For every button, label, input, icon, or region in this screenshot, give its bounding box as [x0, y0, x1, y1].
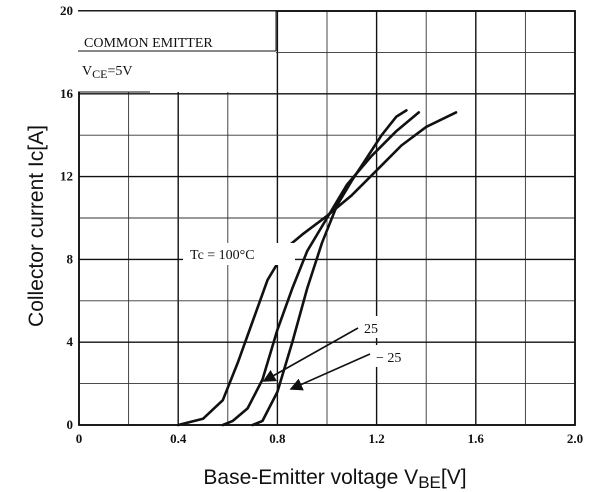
curve-label-25 [221, 111, 421, 427]
label-m25-bg [372, 345, 414, 367]
curves [176, 109, 458, 427]
y-tick-label: 8 [67, 251, 74, 266]
x-tick-label: 0.8 [269, 431, 286, 446]
x-axis-title-unit: [V] [441, 466, 467, 489]
label-100-bg [183, 243, 295, 265]
curve-label-100 [176, 111, 458, 427]
label-25-bg [360, 316, 390, 338]
y-tick-label: 4 [67, 334, 74, 349]
y-tick-label: 16 [60, 86, 74, 101]
label-25: 25 [364, 322, 378, 337]
condition-box-frame [78, 10, 277, 93]
y-axis-title: Collector current Ic[A] [25, 125, 48, 327]
plot-frame [78, 10, 576, 426]
label-minus-25: − 25 [376, 351, 401, 366]
x-axis-title-main: Base-Emitter voltage V [203, 466, 418, 489]
x-tick-label: 0 [76, 431, 83, 446]
arrow-25 [262, 327, 359, 382]
x-tick-label: 2.0 [567, 431, 583, 446]
x-axis-title-sub: BE [418, 473, 441, 492]
condition-vce: VCE=5V [82, 64, 132, 81]
grid [78, 10, 576, 426]
y-tick-label: 20 [60, 3, 73, 18]
x-tick-label: 0.4 [170, 431, 187, 446]
x-tick-label: 1.2 [368, 431, 384, 446]
y-tick-label: 0 [67, 417, 74, 432]
x-tick-label: 1.6 [468, 431, 485, 446]
tick-labels: 0 0.4 0.8 1.2 1.6 2.0 0 4 8 12 16 20 [60, 3, 583, 446]
x-axis-title: Base-Emitter voltage VBE[V] [203, 466, 466, 492]
condition-title: COMMON EMITTER [84, 36, 213, 51]
arrow-minus-25 [289, 353, 371, 391]
label-tc-100: Tc = 100°C [190, 248, 255, 263]
curve-label-m25 [251, 109, 408, 427]
condition-v: V [82, 64, 92, 79]
condition-sub: CE [92, 67, 107, 81]
condition-val: =5V [107, 64, 132, 79]
y-tick-label: 12 [60, 169, 73, 184]
